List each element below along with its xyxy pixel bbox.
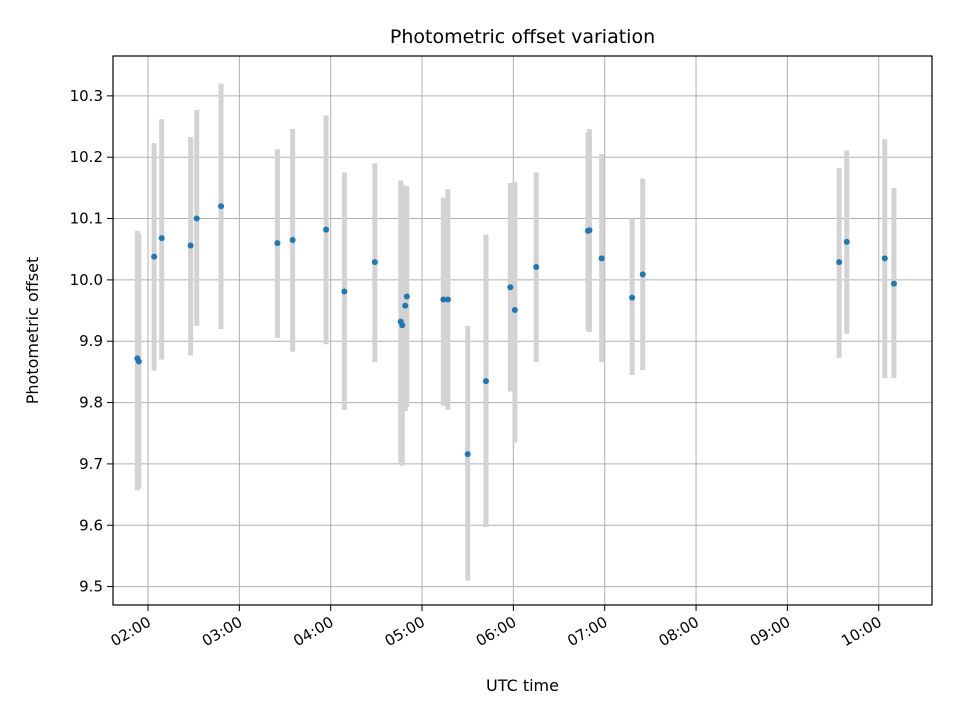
data-point [193,215,200,222]
y-tick-label: 9.9 [79,332,103,350]
data-point [511,306,518,313]
data-point [403,293,410,300]
data-point [533,264,540,271]
data-point [274,240,281,247]
data-point [135,358,142,365]
y-tick-label: 10.1 [70,210,103,228]
y-tick-label: 10.0 [70,271,103,289]
y-axis-title: Photometric offset [23,257,42,405]
grid-lines [113,56,932,605]
data-point [843,238,850,245]
data-point [371,259,378,266]
data-point [639,271,646,278]
y-axis-ticks: 9.5 9.6 9.7 9.8 9.9 10.0 10.1 10.2 10.3 [70,87,113,596]
data-point [440,296,447,303]
data-point [444,296,451,303]
data-point [482,378,489,385]
data-point [289,237,296,244]
data-point [836,259,843,266]
data-point [151,253,158,260]
x-axis-title: UTC time [486,676,559,695]
data-point [218,203,225,210]
data-point [881,255,888,262]
data-point [402,302,409,309]
data-point [890,280,897,287]
data-point [323,226,330,233]
data-point [629,294,636,301]
y-tick-label: 9.5 [79,578,103,596]
data-point [399,322,406,329]
data-point [586,227,593,234]
y-tick-label: 10.3 [70,87,103,105]
y-tick-label: 9.7 [79,455,103,473]
y-tick-label: 9.8 [79,394,103,412]
data-points [134,203,897,458]
data-point [341,288,348,295]
y-tick-label: 10.2 [70,148,103,166]
data-point [187,242,194,249]
data-point [507,284,514,291]
chart-title: Photometric offset variation [390,26,655,48]
data-point [158,235,165,242]
y-tick-label: 9.6 [79,516,103,534]
data-point [598,255,605,262]
plot-frame [112,55,933,606]
data-point [464,451,471,458]
